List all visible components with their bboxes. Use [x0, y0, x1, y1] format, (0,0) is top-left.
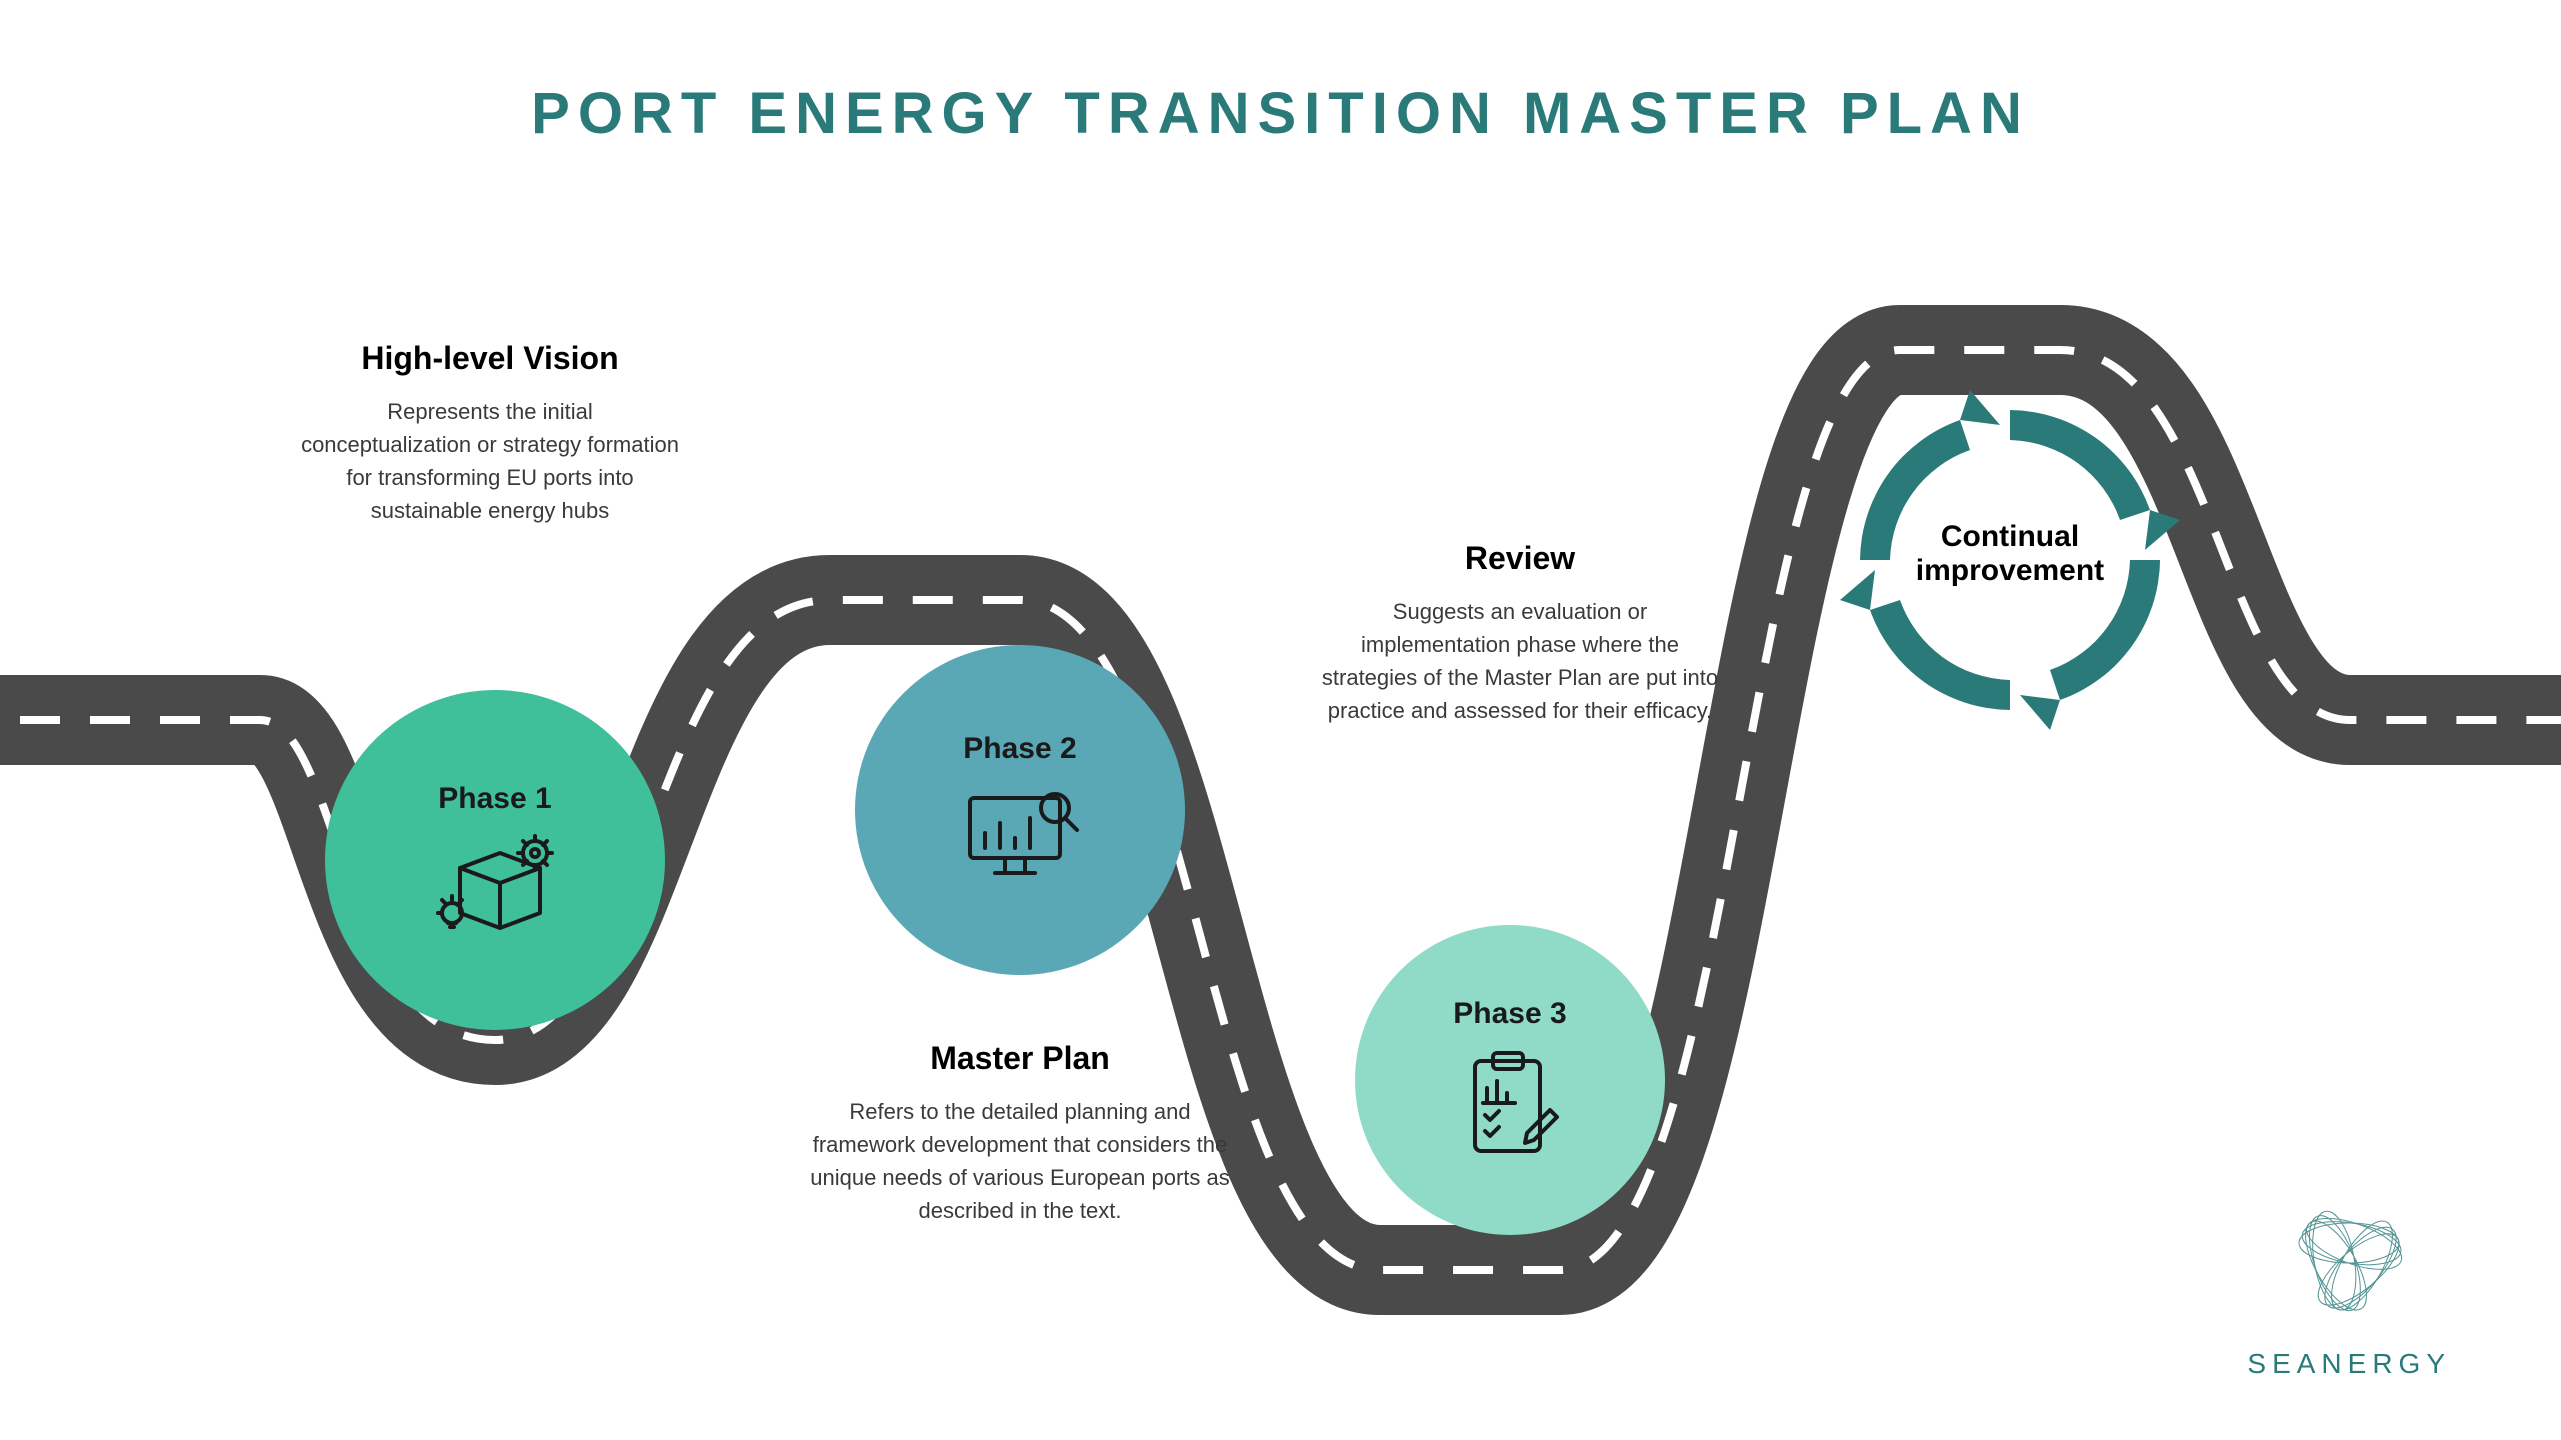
phase-3-label: Phase 3 [1453, 997, 1566, 1031]
phase-1-text: High-level Vision Represents the initial… [300, 340, 680, 527]
phase-2-title: Master Plan [810, 1040, 1230, 1077]
monitor-chart-icon [955, 778, 1085, 888]
logo: SEANERGY [2247, 1183, 2451, 1380]
phase-3-title: Review [1320, 540, 1720, 577]
phase-3-text: Review Suggests an evaluation or impleme… [1320, 540, 1720, 727]
phase-1-title: High-level Vision [300, 340, 680, 377]
cycle-label: Continual improvement [1900, 520, 2120, 588]
phase-1-circle: Phase 1 [325, 690, 665, 1030]
phase-2-body: Refers to the detailed planning and fram… [810, 1095, 1230, 1227]
phase-1-body: Represents the initial conceptualization… [300, 395, 680, 527]
seanergy-logo-icon [2269, 1183, 2429, 1333]
phase-3-body: Suggests an evaluation or implementation… [1320, 595, 1720, 727]
page-title: PORT ENERGY TRANSITION MASTER PLAN [531, 80, 2030, 147]
phase-3-circle: Phase 3 [1355, 925, 1665, 1235]
phase-2-circle: Phase 2 [855, 645, 1185, 975]
logo-text: SEANERGY [2247, 1348, 2451, 1380]
box-gear-icon [430, 828, 560, 938]
phase-1-label: Phase 1 [438, 782, 551, 816]
phase-2-label: Phase 2 [963, 732, 1076, 766]
clipboard-icon [1455, 1043, 1565, 1163]
phase-2-text: Master Plan Refers to the detailed plann… [810, 1040, 1230, 1227]
